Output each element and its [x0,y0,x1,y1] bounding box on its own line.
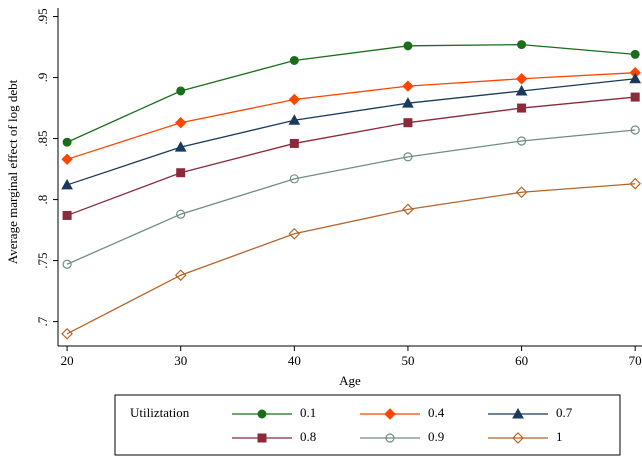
data-point [289,55,299,65]
x-tick-label: 30 [174,353,187,368]
x-tick-label: 20 [61,353,74,368]
data-point [517,40,527,50]
x-tick-label: 50 [401,353,414,368]
legend-marker [385,433,395,443]
series-line [66,43,636,143]
data-point [403,41,413,51]
data-point [402,203,414,216]
data-point [176,86,186,96]
legend-marker [512,432,524,444]
series-line [66,183,636,335]
data-point [289,138,299,148]
legend-marker [257,409,267,419]
series-line [66,129,636,265]
x-axis-label: Age [339,373,361,388]
data-point [62,137,72,147]
data-point [61,327,73,340]
series-line [66,72,636,160]
legend-label: 0.7 [556,405,573,420]
y-tick-label: .7 [35,316,50,326]
x-tick-label: 70 [629,353,642,368]
data-point [516,136,527,146]
data-point [403,118,413,128]
legend-label: 1 [556,429,563,444]
data-point [174,269,187,282]
series-line [66,78,636,186]
data-point [174,141,187,152]
data-point [62,259,72,269]
x-tick-label: 40 [288,353,301,368]
data-point [515,186,528,199]
y-tick-label: .9 [35,73,50,83]
data-point [402,97,414,108]
data-point [288,227,301,240]
data-point [61,178,73,190]
legend-marker [512,407,524,419]
data-point [630,125,640,135]
y-tick-label: .8 [35,195,50,205]
legend-label: 0.1 [300,405,316,420]
series-line [66,96,636,217]
data-point [403,152,413,162]
data-point [175,116,187,129]
legend-marker [257,433,267,443]
legend-marker [384,408,396,420]
data-point [289,174,299,184]
data-point [517,103,527,113]
data-point [288,114,301,125]
data-point [629,177,642,190]
data-point [402,80,414,92]
legend-label: 0.4 [428,405,445,420]
y-tick-label: .75 [35,252,50,268]
data-point [176,209,186,219]
legend-box [114,394,621,456]
data-point [62,210,72,220]
y-axis-label: Average marginal effect of log debt [5,79,20,264]
y-tick-label: .95 [35,8,50,24]
x-tick-label: 60 [515,353,528,368]
data-point [629,72,642,84]
data-point [515,73,528,85]
data-point [176,168,186,178]
data-point [288,93,301,106]
data-point [515,84,528,96]
legend-title: Utiliztation [130,405,190,420]
data-point [630,49,640,59]
legend-label: 0.9 [428,429,444,444]
data-point [61,153,73,166]
legend-label: 0.8 [300,429,316,444]
data-point [630,92,640,102]
y-tick-label: .85 [35,130,50,146]
